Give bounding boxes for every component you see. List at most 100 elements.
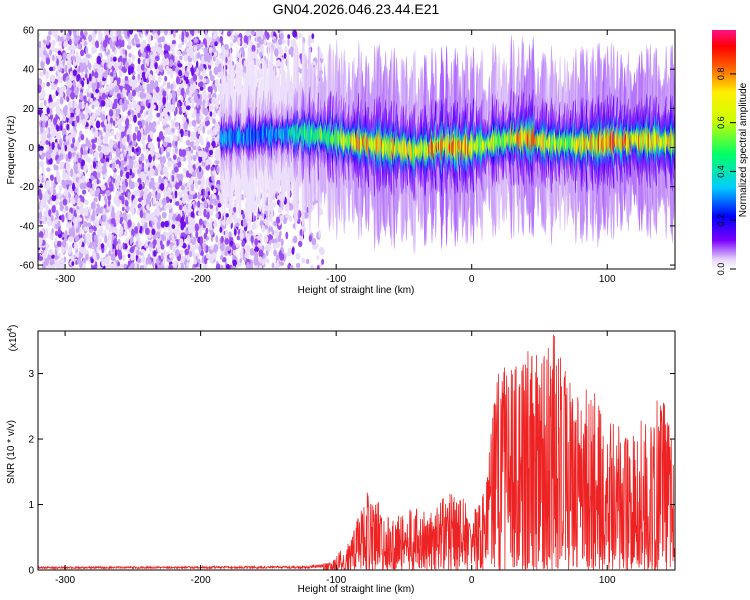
noise-cell — [113, 110, 117, 115]
noise-cell — [90, 115, 96, 122]
noise-cell — [116, 180, 120, 190]
noise-cell — [136, 209, 140, 215]
noise-cell — [48, 66, 54, 72]
noise-cell — [46, 143, 49, 152]
noise-cell — [239, 258, 242, 263]
noise-cell — [202, 78, 207, 84]
noise-cell — [177, 102, 180, 108]
noise-cell — [213, 246, 218, 253]
noise-cell — [109, 71, 114, 77]
noise-cell — [266, 243, 272, 252]
noise-cell — [38, 109, 42, 115]
noise-cell — [321, 258, 325, 265]
noise-cell — [273, 242, 278, 250]
noise-cell — [216, 165, 220, 174]
noise-cell — [164, 129, 168, 136]
noise-cell — [55, 230, 58, 236]
noise-cell — [201, 197, 205, 202]
noise-cell — [114, 155, 118, 161]
noise-cell — [279, 249, 282, 258]
noise-cell — [275, 41, 279, 47]
noise-cell — [176, 88, 181, 97]
noise-cell — [55, 199, 59, 206]
noise-cell — [242, 213, 245, 220]
noise-cell — [93, 234, 98, 242]
noise-cell — [129, 78, 133, 86]
noise-cell — [127, 110, 131, 116]
noise-cell — [165, 65, 170, 72]
noise-cell — [177, 43, 182, 49]
noise-cell — [76, 74, 81, 80]
noise-cell — [96, 187, 101, 193]
noise-cell — [125, 118, 130, 127]
noise-cell — [193, 46, 198, 52]
noise-cell — [60, 257, 65, 265]
noise-cell — [156, 201, 162, 207]
noise-cell — [58, 185, 62, 193]
noise-cell — [71, 49, 74, 57]
noise-cell — [170, 68, 173, 77]
noise-cell — [150, 54, 155, 61]
noise-cell — [129, 168, 133, 176]
noise-cell — [122, 254, 126, 261]
noise-cell — [88, 34, 93, 43]
noise-cell — [113, 237, 117, 246]
noise-cell — [226, 49, 229, 56]
noise-cell — [47, 119, 52, 126]
noise-cell — [45, 57, 51, 65]
noise-cell — [117, 261, 120, 267]
noise-cell — [274, 229, 279, 237]
noise-cell — [99, 218, 103, 225]
noise-cell — [57, 220, 61, 228]
noise-cell — [77, 157, 82, 164]
noise-cell — [202, 88, 206, 98]
noise-cell — [120, 153, 124, 158]
noise-cell — [100, 135, 104, 141]
noise-cell — [66, 222, 70, 229]
noise-cell — [89, 98, 94, 103]
noise-cell — [39, 160, 44, 168]
noise-cell — [73, 241, 79, 251]
noise-cell — [245, 244, 250, 253]
noise-cell — [43, 210, 47, 218]
noise-cell — [177, 161, 182, 168]
noise-cell — [86, 92, 90, 98]
noise-cell — [159, 240, 163, 246]
noise-cell — [121, 97, 125, 104]
noise-cell — [77, 83, 81, 88]
noise-cell — [110, 183, 114, 192]
noise-cell — [88, 228, 93, 233]
noise-cell — [122, 242, 125, 250]
noise-cell — [76, 30, 79, 36]
noise-cell — [217, 263, 221, 269]
noise-cell — [224, 249, 228, 257]
noise-cell — [214, 86, 218, 93]
noise-cell — [63, 172, 68, 178]
noise-cell — [157, 120, 160, 125]
noise-cell — [203, 220, 207, 226]
noise-cell — [193, 38, 198, 43]
noise-cell — [209, 53, 213, 60]
noise-cell — [140, 101, 144, 106]
noise-cell — [117, 57, 121, 63]
noise-cell — [181, 106, 186, 114]
noise-cell — [161, 211, 167, 219]
noise-cell — [276, 59, 281, 67]
noise-cell — [203, 232, 207, 240]
noise-cell — [113, 79, 118, 87]
noise-cell — [197, 193, 201, 200]
noise-cell — [51, 227, 54, 235]
noise-cell — [62, 85, 67, 91]
noise-cell — [71, 255, 75, 262]
noise-cell — [62, 181, 67, 189]
noise-cell — [86, 233, 91, 241]
noise-cell — [106, 123, 112, 130]
noise-cell — [142, 81, 145, 90]
noise-cell — [225, 56, 228, 64]
noise-cell — [131, 89, 136, 97]
noise-cell — [141, 173, 146, 182]
noise-cell — [296, 218, 301, 225]
noise-cell — [53, 147, 59, 153]
noise-cell — [178, 204, 183, 211]
noise-cell — [130, 252, 135, 261]
